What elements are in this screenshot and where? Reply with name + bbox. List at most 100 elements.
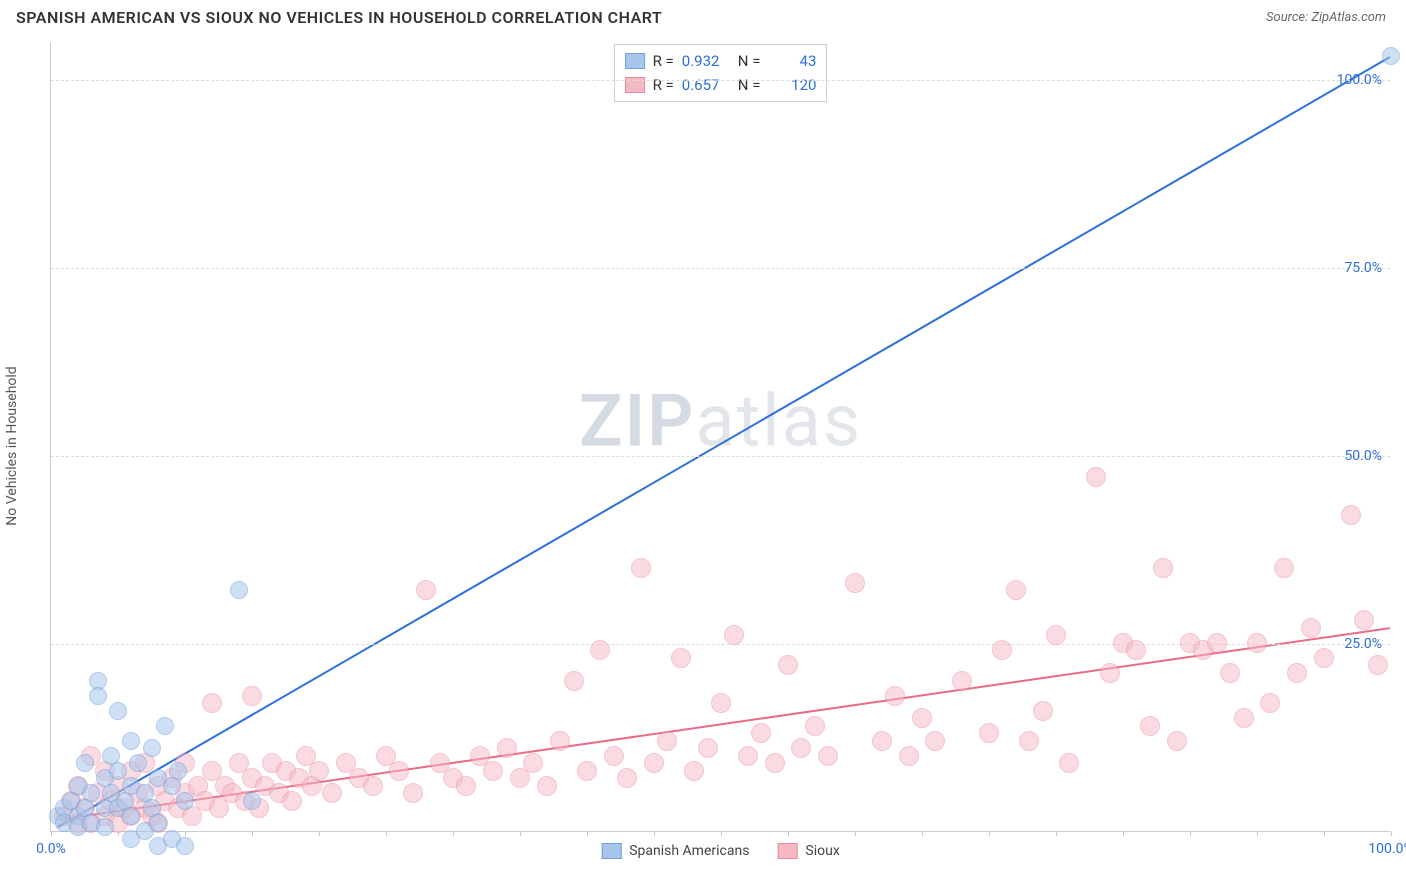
data-point xyxy=(925,731,945,751)
n-value: 120 xyxy=(768,73,816,97)
x-tick xyxy=(51,831,52,836)
data-point xyxy=(724,625,744,645)
data-point xyxy=(1220,663,1240,683)
data-point xyxy=(96,818,114,836)
data-point xyxy=(1368,655,1388,675)
data-point xyxy=(129,754,147,772)
x-tick xyxy=(252,831,253,836)
data-point xyxy=(1314,648,1334,668)
data-point xyxy=(1140,716,1160,736)
data-point xyxy=(322,783,342,803)
data-point xyxy=(791,738,811,758)
legend-swatch xyxy=(777,843,797,859)
data-point xyxy=(1059,753,1079,773)
n-value: 43 xyxy=(768,49,816,73)
data-point xyxy=(1019,731,1039,751)
gridline xyxy=(51,80,1390,81)
legend-swatch xyxy=(625,53,645,69)
y-axis-label: No Vehicles in Household xyxy=(4,366,20,525)
x-tick xyxy=(185,831,186,836)
data-point xyxy=(778,655,798,675)
data-point xyxy=(1287,663,1307,683)
data-point xyxy=(89,687,107,705)
x-tick xyxy=(587,831,588,836)
data-point xyxy=(1247,633,1267,653)
data-point xyxy=(282,791,302,811)
legend-label: Spanish Americans xyxy=(629,843,749,859)
data-point xyxy=(122,732,140,750)
data-point xyxy=(403,783,423,803)
data-point xyxy=(1354,610,1374,630)
data-point xyxy=(698,738,718,758)
legend-swatch xyxy=(601,843,621,859)
r-value: 0.932 xyxy=(682,49,730,73)
data-point xyxy=(872,731,892,751)
x-tick xyxy=(319,831,320,836)
data-point xyxy=(751,723,771,743)
data-point xyxy=(176,792,194,810)
x-tick xyxy=(989,831,990,836)
r-value: 0.657 xyxy=(682,73,730,97)
x-tick xyxy=(1190,831,1191,836)
y-tick-label: 100.0% xyxy=(1337,72,1382,88)
data-point xyxy=(363,776,383,796)
data-point xyxy=(1167,731,1187,751)
data-point xyxy=(1033,701,1053,721)
stats-legend: R =0.932N =43R =0.657N =120 xyxy=(614,44,828,102)
x-tick-label: 100.0% xyxy=(1368,841,1406,857)
x-tick xyxy=(855,831,856,836)
data-point xyxy=(243,792,261,810)
data-point xyxy=(523,753,543,773)
stats-row: R =0.932N =43 xyxy=(625,49,817,73)
data-point xyxy=(202,693,222,713)
watermark: ZIPatlas xyxy=(579,378,862,463)
data-point xyxy=(952,671,972,691)
data-point xyxy=(1207,633,1227,653)
data-point xyxy=(845,573,865,593)
data-point xyxy=(242,686,262,706)
data-point xyxy=(1006,580,1026,600)
data-point xyxy=(1301,618,1321,638)
data-point xyxy=(537,776,557,796)
data-point xyxy=(684,761,704,781)
data-point xyxy=(657,731,677,751)
legend-item: Sioux xyxy=(777,843,839,859)
data-point xyxy=(738,746,758,766)
data-point xyxy=(483,761,503,781)
data-point xyxy=(156,717,174,735)
data-point xyxy=(550,731,570,751)
r-label: R = xyxy=(653,73,674,97)
y-tick-label: 75.0% xyxy=(1344,260,1382,276)
data-point xyxy=(82,784,100,802)
data-point xyxy=(1100,663,1120,683)
data-point xyxy=(604,746,624,766)
x-tick xyxy=(654,831,655,836)
data-point xyxy=(497,738,517,758)
data-point xyxy=(1153,558,1173,578)
chart-title: SPANISH AMERICAN VS SIOUX NO VEHICLES IN… xyxy=(16,8,662,27)
data-point xyxy=(1341,505,1361,525)
x-tick xyxy=(453,831,454,836)
data-point xyxy=(149,814,167,832)
x-tick xyxy=(1056,831,1057,836)
legend-label: Sioux xyxy=(805,843,839,859)
data-point xyxy=(389,761,409,781)
title-bar: SPANISH AMERICAN VS SIOUX NO VEHICLES IN… xyxy=(0,0,1406,33)
data-point xyxy=(765,753,785,773)
r-label: R = xyxy=(653,49,674,73)
data-point xyxy=(143,739,161,757)
data-point xyxy=(1274,558,1294,578)
data-point xyxy=(885,686,905,706)
data-point xyxy=(590,640,610,660)
y-tick-label: 25.0% xyxy=(1344,636,1382,652)
x-tick-label: 0.0% xyxy=(36,841,66,857)
data-point xyxy=(818,746,838,766)
data-point xyxy=(564,671,584,691)
data-point xyxy=(577,761,597,781)
data-point xyxy=(979,723,999,743)
x-tick xyxy=(520,831,521,836)
gridline xyxy=(51,268,1390,269)
data-point xyxy=(671,648,691,668)
data-point xyxy=(169,762,187,780)
data-point xyxy=(1086,467,1106,487)
